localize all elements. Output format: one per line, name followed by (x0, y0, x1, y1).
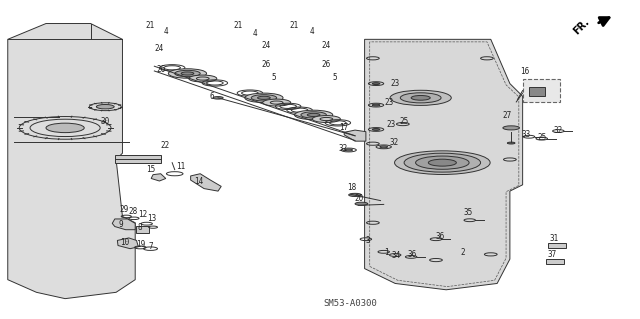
Text: 26: 26 (261, 60, 271, 69)
Polygon shape (151, 174, 166, 181)
Text: 16: 16 (520, 67, 530, 76)
Text: 32: 32 (339, 144, 348, 153)
Ellipse shape (97, 105, 114, 109)
Text: 2: 2 (460, 248, 465, 257)
Text: 4: 4 (253, 28, 257, 38)
Text: 9: 9 (118, 220, 123, 229)
Text: 23: 23 (384, 98, 394, 107)
Text: 20: 20 (355, 194, 364, 203)
Polygon shape (365, 39, 523, 290)
Text: 4: 4 (163, 27, 168, 36)
Ellipse shape (175, 70, 200, 77)
Bar (529, 87, 545, 96)
Text: 24: 24 (155, 44, 164, 53)
Ellipse shape (503, 126, 520, 130)
Ellipse shape (428, 159, 456, 166)
Text: 5: 5 (332, 73, 337, 82)
Ellipse shape (262, 99, 291, 106)
Polygon shape (191, 174, 221, 191)
Ellipse shape (355, 202, 368, 205)
Text: 29: 29 (120, 205, 129, 214)
Ellipse shape (312, 115, 340, 122)
Ellipse shape (508, 142, 515, 144)
Text: FR.: FR. (572, 17, 591, 37)
Text: 17: 17 (339, 123, 348, 132)
Ellipse shape (411, 95, 430, 100)
Text: 24: 24 (261, 41, 271, 50)
Ellipse shape (380, 146, 388, 148)
Text: 19: 19 (136, 240, 145, 249)
Text: 13: 13 (147, 213, 156, 222)
Ellipse shape (301, 112, 326, 118)
Ellipse shape (390, 90, 451, 105)
Bar (548, 243, 566, 248)
Text: 26: 26 (156, 65, 165, 74)
Text: 3: 3 (365, 236, 370, 245)
Ellipse shape (372, 129, 380, 130)
Text: SM53-A0300: SM53-A0300 (324, 299, 378, 308)
Ellipse shape (349, 193, 362, 197)
Text: 21: 21 (145, 21, 154, 30)
Ellipse shape (372, 83, 380, 85)
Text: 32: 32 (554, 126, 563, 135)
Ellipse shape (394, 151, 490, 174)
Ellipse shape (294, 110, 333, 120)
Ellipse shape (345, 149, 353, 151)
Text: 30: 30 (100, 117, 110, 126)
Polygon shape (8, 24, 135, 299)
Text: 21: 21 (290, 21, 299, 30)
Ellipse shape (372, 104, 380, 106)
Text: 1: 1 (384, 248, 388, 257)
Ellipse shape (181, 72, 194, 75)
Ellipse shape (404, 153, 481, 172)
Text: 24: 24 (322, 41, 331, 50)
Text: 8: 8 (138, 223, 143, 232)
Ellipse shape (189, 75, 217, 82)
Text: 23: 23 (390, 79, 400, 88)
Bar (115, 155, 161, 163)
Text: 15: 15 (147, 165, 156, 174)
Text: 14: 14 (195, 177, 204, 186)
Text: 36: 36 (407, 250, 417, 259)
Text: 6: 6 (209, 92, 214, 101)
Text: 21: 21 (234, 21, 243, 30)
Text: 7: 7 (149, 242, 154, 251)
Text: 36: 36 (435, 233, 444, 241)
Text: 33: 33 (521, 130, 531, 139)
Text: 31: 31 (550, 234, 559, 243)
Text: 23: 23 (387, 120, 396, 129)
Ellipse shape (168, 69, 207, 78)
Ellipse shape (400, 93, 441, 103)
Text: 10: 10 (120, 238, 130, 247)
Text: 25: 25 (537, 133, 547, 142)
Ellipse shape (213, 97, 223, 99)
Text: 4: 4 (310, 27, 315, 36)
Ellipse shape (415, 156, 469, 169)
Bar (523, 79, 559, 102)
Polygon shape (344, 130, 366, 141)
Text: 11: 11 (177, 162, 186, 171)
Text: 37: 37 (548, 250, 557, 259)
Text: 18: 18 (348, 183, 356, 192)
Text: 34: 34 (392, 251, 401, 260)
Polygon shape (112, 219, 135, 230)
Text: 27: 27 (502, 111, 511, 120)
Polygon shape (117, 238, 138, 249)
Text: 12: 12 (138, 210, 147, 219)
Ellipse shape (257, 96, 270, 100)
Ellipse shape (46, 123, 84, 133)
Ellipse shape (307, 113, 320, 116)
Bar (546, 259, 564, 263)
Text: 35: 35 (464, 208, 473, 217)
Text: 22: 22 (161, 141, 170, 150)
Text: 5: 5 (272, 73, 276, 82)
Text: 25: 25 (399, 117, 409, 126)
Ellipse shape (251, 95, 276, 101)
Text: 28: 28 (129, 207, 138, 216)
Text: 26: 26 (322, 60, 331, 69)
Text: 32: 32 (390, 137, 399, 147)
Bar (136, 226, 149, 233)
Ellipse shape (245, 93, 283, 103)
